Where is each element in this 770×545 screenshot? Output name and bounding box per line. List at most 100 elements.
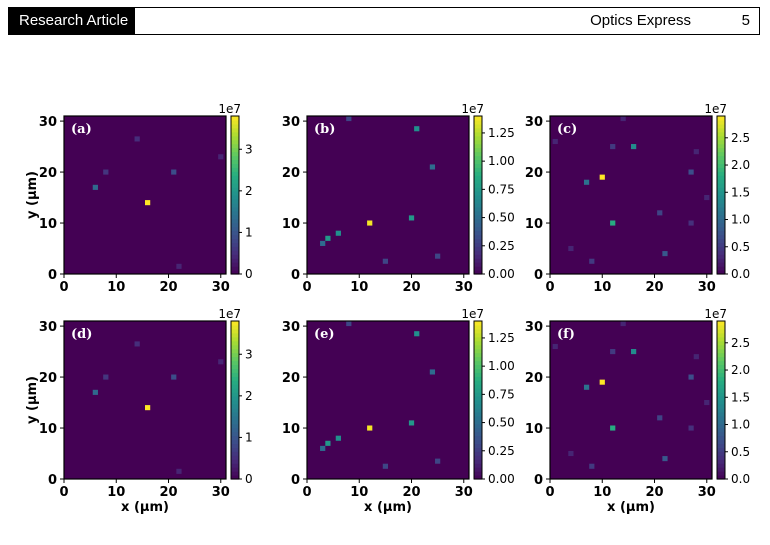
x-tick-label: 30 (698, 280, 716, 295)
colorbar-segment (474, 179, 482, 184)
colorbar-segment (717, 218, 725, 224)
panel-label: (b) (314, 122, 335, 137)
heatmap-cell (568, 450, 574, 457)
x-tick-label: 0 (59, 280, 68, 295)
colorbar-segment (717, 175, 725, 180)
colorbar-segment (474, 147, 482, 153)
colorbar-segment (231, 372, 239, 377)
colorbar-tick-label: 3 (245, 347, 253, 361)
heatmap-cell (688, 374, 694, 380)
colorbar-frame (473, 115, 483, 275)
y-tick-label: 10 (525, 422, 543, 437)
colorbar-segment (717, 415, 725, 421)
colorbar-tick-label: 1.5 (731, 185, 750, 199)
heatmap-cell (218, 154, 224, 160)
colorbar-segment (474, 443, 482, 448)
panel-label: (c) (557, 122, 577, 137)
x-tick-label: 10 (107, 485, 125, 500)
y-tick-label: 20 (282, 371, 300, 386)
heatmap-cell (171, 169, 177, 175)
colorbar-segment (474, 328, 482, 334)
colorbar-segment (231, 423, 239, 429)
heatmap-cell (435, 253, 441, 259)
colorbar-segment (231, 187, 239, 192)
colorbar-tick-label: 2 (245, 184, 253, 198)
colorbar-segment (231, 392, 239, 397)
colorbar-segment (231, 344, 239, 350)
x-tick-label: 10 (350, 280, 368, 295)
colorbar-segment (231, 238, 239, 243)
colorbar-segment (717, 171, 725, 176)
colorbar-segment (474, 135, 482, 141)
heatmap-cell (631, 144, 637, 150)
colorbar-segment (717, 328, 725, 334)
colorbar-segment (231, 463, 239, 468)
colorbar-segment (231, 131, 239, 137)
colorbar-segment (717, 127, 725, 133)
colorbar-segment (717, 262, 725, 267)
colorbar-segment (231, 380, 239, 385)
colorbar-tick-label: 0.50 (488, 211, 515, 225)
colorbar-segment (231, 356, 239, 362)
colorbar-segment (474, 234, 482, 240)
colorbar-segment (717, 238, 725, 243)
colorbar-segment (474, 388, 482, 393)
colorbar-segment (717, 435, 725, 441)
colorbar-segment (474, 195, 482, 200)
colorbar-segment (231, 443, 239, 448)
colorbar-segment (231, 167, 239, 172)
colorbar-segment (717, 116, 725, 121)
colorbar-segment (231, 360, 239, 366)
colorbar-segment (717, 372, 725, 377)
heatmap-cell (688, 425, 694, 431)
heatmap-background (307, 321, 469, 479)
colorbar-segment (717, 266, 725, 271)
colorbar-segment (474, 230, 482, 236)
colorbar-segment (474, 242, 482, 247)
heatmap-cell (367, 425, 373, 431)
x-tick-label: 10 (107, 280, 125, 295)
heatmap-cell (382, 258, 388, 264)
colorbar-frame (473, 320, 483, 480)
heatmap-cell (610, 425, 616, 431)
colorbar-segment (717, 254, 725, 259)
y-tick-label: 20 (282, 166, 300, 181)
heatmap-cell (688, 220, 694, 226)
colorbar-tick-label: 0.00 (488, 472, 515, 486)
colorbar-tick-label: 1 (245, 225, 253, 239)
y-tick-label: 10 (525, 217, 543, 232)
colorbar-tick-label: 1 (245, 430, 253, 444)
colorbar-segment (474, 119, 482, 125)
colorbar-segment (231, 191, 239, 196)
colorbar-segment (474, 324, 482, 330)
colorbar-tick-label: 1.25 (488, 331, 515, 345)
colorbar-segment (717, 340, 725, 346)
colorbar-exponent: 1e7 (218, 102, 241, 116)
x-tick-label: 30 (455, 485, 473, 500)
heatmap-cell (346, 116, 352, 122)
colorbar-segment (717, 131, 725, 137)
colorbar-segment (231, 471, 239, 476)
heatmap-cell (145, 405, 151, 411)
plot-frame (549, 320, 713, 480)
colorbar-segment (474, 139, 482, 145)
colorbar-segment (474, 171, 482, 176)
x-tick-label: 0 (545, 485, 554, 500)
heatmap-cell (662, 456, 668, 462)
heatmap-cell (145, 200, 151, 206)
heatmap-cell (620, 116, 626, 122)
heatmap-cell (704, 400, 710, 406)
colorbar-tick-label: 0 (245, 472, 253, 486)
colorbar-segment (474, 423, 482, 429)
y-tick-label: 0 (291, 473, 300, 488)
heatmap-cell (704, 195, 710, 201)
colorbar-segment (717, 463, 725, 468)
colorbar-segment (231, 214, 239, 220)
y-tick-label: 0 (48, 473, 57, 488)
colorbar-segment (231, 135, 239, 141)
colorbar-segment (717, 451, 725, 456)
heatmap-cell (552, 343, 558, 350)
section-label: Research Article (9, 8, 135, 34)
colorbar-segment (717, 198, 725, 204)
